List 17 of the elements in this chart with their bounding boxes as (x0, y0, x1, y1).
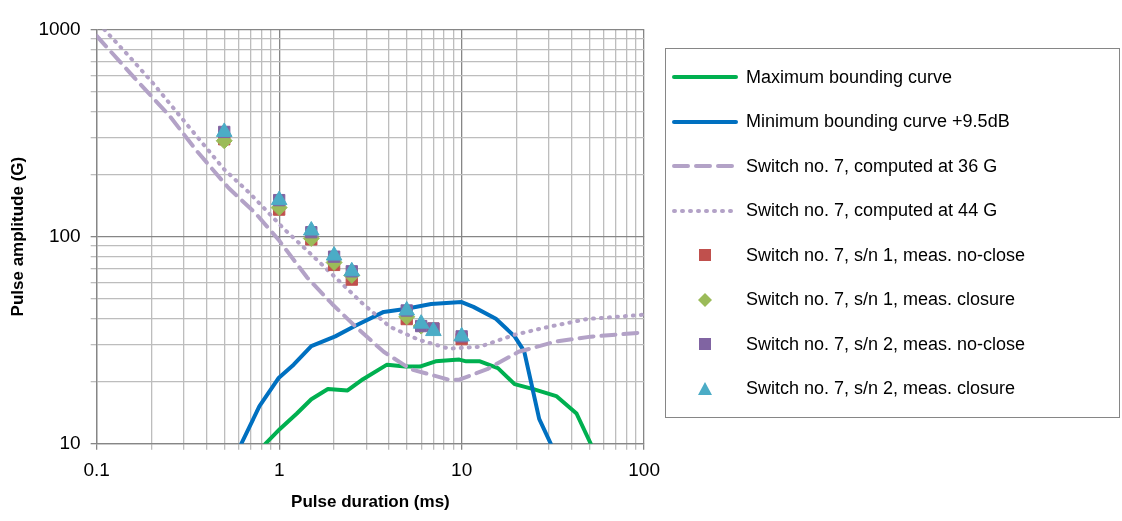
legend-label: Switch no. 7, s/n 1, meas. closure (746, 289, 1016, 311)
x-tick-label: 100 (628, 459, 660, 481)
legend-label: Switch no. 7, s/n 1, meas. no-close (746, 244, 1026, 266)
y-tick-label: 10 (59, 432, 81, 454)
x-tick-label: 10 (451, 459, 473, 481)
legend-label: Minimum bounding curve +9.5dB (746, 111, 1010, 133)
y-tick-label: 100 (48, 224, 81, 246)
x-axis-title: Pulse duration (ms) (291, 492, 450, 512)
legend-label: Maximum bounding curve (746, 66, 953, 88)
y-axis-title: Pulse amplitude (G) (7, 156, 27, 317)
legend-label: Switch no. 7, s/n 2, meas. closure (746, 378, 1016, 400)
legend-label: Switch no. 7, s/n 2, meas. no-close (746, 333, 1026, 355)
legend-label: Switch no. 7, computed at 44 G (746, 200, 998, 222)
y-tick-label: 1000 (38, 17, 81, 39)
legend-label: Switch no. 7, computed at 36 G (746, 155, 998, 177)
x-tick-label: 1 (273, 459, 285, 481)
x-tick-label: 0.1 (83, 459, 110, 481)
